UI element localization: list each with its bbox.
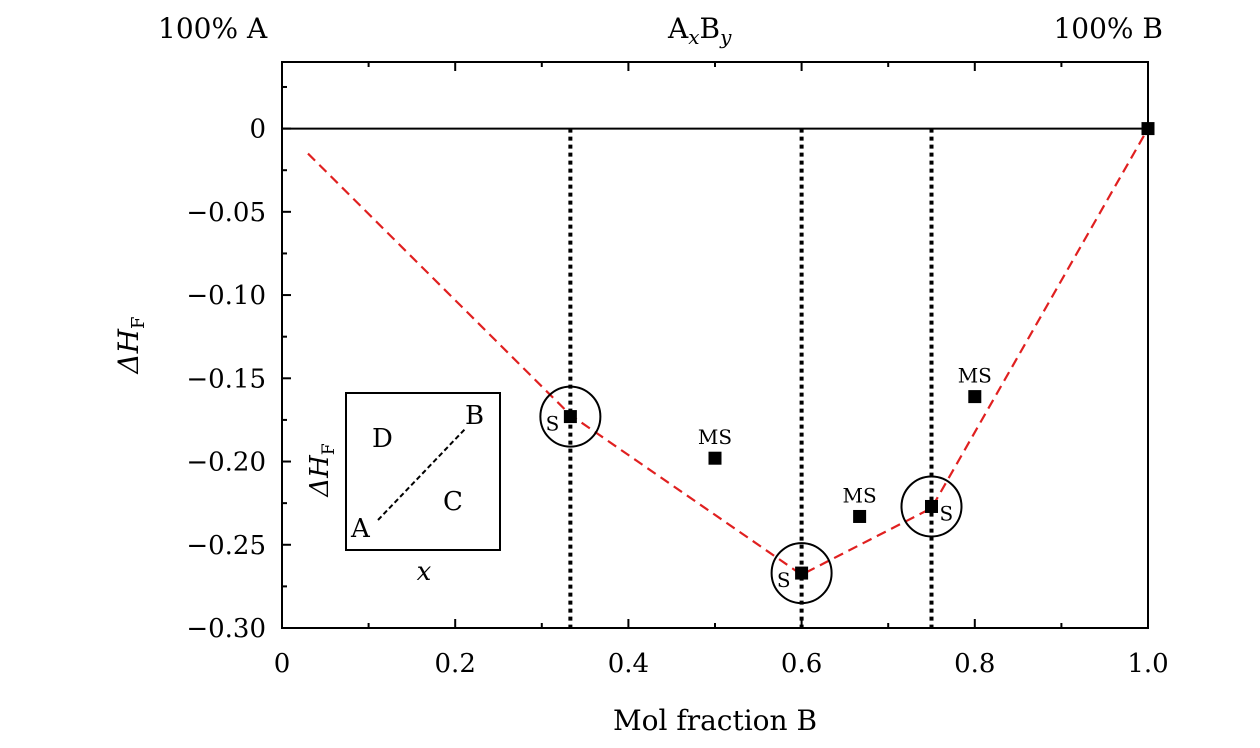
inset-dashed-line [377, 427, 467, 521]
y-tick-label-6: −0.30 [186, 614, 266, 644]
inset-x-label: x [417, 557, 432, 587]
top-label-right: 100% B [1053, 12, 1163, 45]
x-tick-label-1: 0.2 [435, 649, 476, 679]
point-label-4: MS [843, 483, 877, 507]
inset-label-d: D [372, 424, 393, 454]
x-tick-label-3: 0.6 [781, 649, 822, 679]
y-tick-label-0: 0 [249, 115, 266, 145]
inset-y-label-sub: F [319, 443, 339, 455]
plot-frame [281, 61, 1149, 629]
point-label-3: MS [698, 425, 732, 449]
point-label-1: S [777, 568, 791, 592]
inset-y-label: ΔHF [305, 443, 339, 497]
point-label-2: S [940, 501, 954, 525]
point-label-5: MS [958, 364, 992, 388]
data-point-4 [853, 509, 867, 523]
hull-line-group [307, 128, 1149, 577]
y-tick-label-5: −0.25 [186, 531, 266, 561]
inset: D C A B x ΔHF [305, 392, 501, 587]
y-axis-title: ΔHF [112, 316, 149, 374]
inset-y-label-main: ΔH [305, 454, 335, 498]
y-tick-label-4: −0.20 [186, 448, 266, 478]
x-tick-label-4: 0.8 [954, 649, 995, 679]
inset-label-b: B [465, 401, 484, 431]
hull-line [307, 128, 1149, 577]
points-group: S S S MS MS MS [539, 122, 1155, 605]
x-tick-label-0: 0 [274, 649, 291, 679]
x-axis-title: Mol fraction B [613, 704, 817, 737]
inset-label-a: A [350, 514, 371, 544]
x-tick-label-5: 1.0 [1127, 649, 1168, 679]
top-label-center-x: x [688, 25, 699, 49]
y-tick-label-3: −0.15 [186, 364, 266, 394]
y-tick-label-1: −0.05 [186, 198, 266, 228]
y-axis-title-main: ΔH [112, 328, 145, 374]
point-circle-1 [770, 542, 833, 605]
top-label-center: AxBy [667, 12, 732, 49]
y-axis-title-sub: F [128, 316, 149, 329]
inset-label-c: C [443, 487, 463, 517]
point-circle-0 [539, 385, 602, 448]
reference-lines [282, 127, 1148, 628]
point-circle-2 [900, 475, 963, 538]
top-label-center-a: A [667, 12, 689, 45]
y-tick-label-2: −0.10 [186, 281, 266, 311]
data-point-5 [968, 390, 982, 404]
data-point-0 [563, 410, 577, 424]
inset-frame [345, 392, 501, 551]
top-label-left: 100% A [158, 12, 268, 45]
data-point-1 [795, 566, 809, 580]
data-point-2 [925, 499, 938, 513]
top-label-center-y: y [719, 25, 732, 49]
point-label-0: S [546, 412, 560, 436]
top-label-center-b: B [700, 12, 721, 45]
ticks-group: 0 0.2 0.4 0.6 0.8 1.0 0 −0.05 −0.10 −0.15 −0.20 −0.… [186, 62, 1169, 679]
data-point-6 [1141, 122, 1155, 136]
data-point-3 [708, 451, 722, 465]
x-tick-label-2: 0.4 [608, 649, 649, 679]
